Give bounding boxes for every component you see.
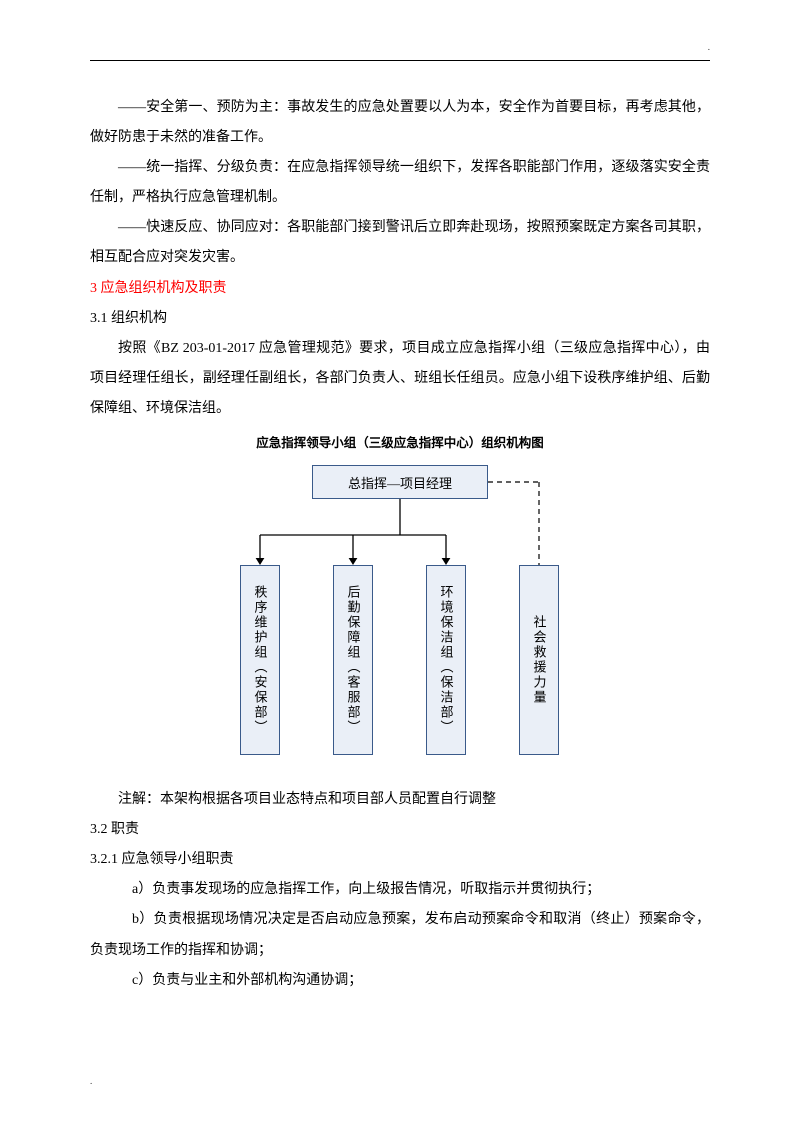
paragraph-safety: ——安全第一、预防为主：事故发生的应急处置要以人为本，安全作为首要目标，再考虑其… — [90, 93, 710, 153]
org-top-box: 总指挥—项目经理 — [312, 465, 488, 499]
corner-dot-tr: . — [708, 42, 710, 52]
paragraph-command: ——统一指挥、分级负责：在应急指挥领导统一组织下，发挥各职能部门作用，逐级落实安… — [90, 153, 710, 213]
duty-item-c: c）负责与业主和外部机构沟通协调； — [90, 966, 710, 996]
org-chart-title: 应急指挥领导小组（三级应急指挥中心）组织机构图 — [90, 432, 710, 451]
org-chart: 总指挥—项目经理 秩序维护组（安保部） 后勤保障组（客服部） 环境保洁组（保洁部） 社… — [200, 465, 600, 775]
org-chart-note: 注解：本架构根据各项目业态特点和项目部人员配置自行调整 — [90, 785, 710, 815]
duty-item-b: b）负责根据现场情况决定是否启动应急预案，发布启动预案命令和取消（终止）预案命令… — [90, 905, 710, 965]
paragraph-response: ——快速反应、协同应对：各职能部门接到警讯后立即奔赴现场，按照预案既定方案各司其… — [90, 213, 710, 273]
section-3-1-title: 3.1 组织机构 — [90, 304, 710, 334]
duty-item-a: a）负责事发现场的应急指挥工作，向上级报告情况，听取指示并贯彻执行； — [90, 875, 710, 905]
section-3-2-title: 3.2 职责 — [90, 815, 710, 845]
org-sub-box-1: 后勤保障组（客服部） — [333, 565, 373, 755]
section-3-1-body: 按照《BZ 203-01-2017 应急管理规范》要求，项目成立应急指挥小组（三… — [90, 334, 710, 424]
org-sub-box-3: 社会救援力量 — [519, 565, 559, 755]
top-horizontal-rule — [90, 60, 710, 61]
section-3-2-1-title: 3.2.1 应急领导小组职责 — [90, 845, 710, 875]
org-sub-box-2: 环境保洁组（保洁部） — [426, 565, 466, 755]
section-3-heading: 3 应急组织机构及职责 — [90, 274, 710, 304]
corner-dot-bl: . — [90, 1076, 92, 1086]
org-sub-box-0: 秩序维护组（安保部） — [240, 565, 280, 755]
